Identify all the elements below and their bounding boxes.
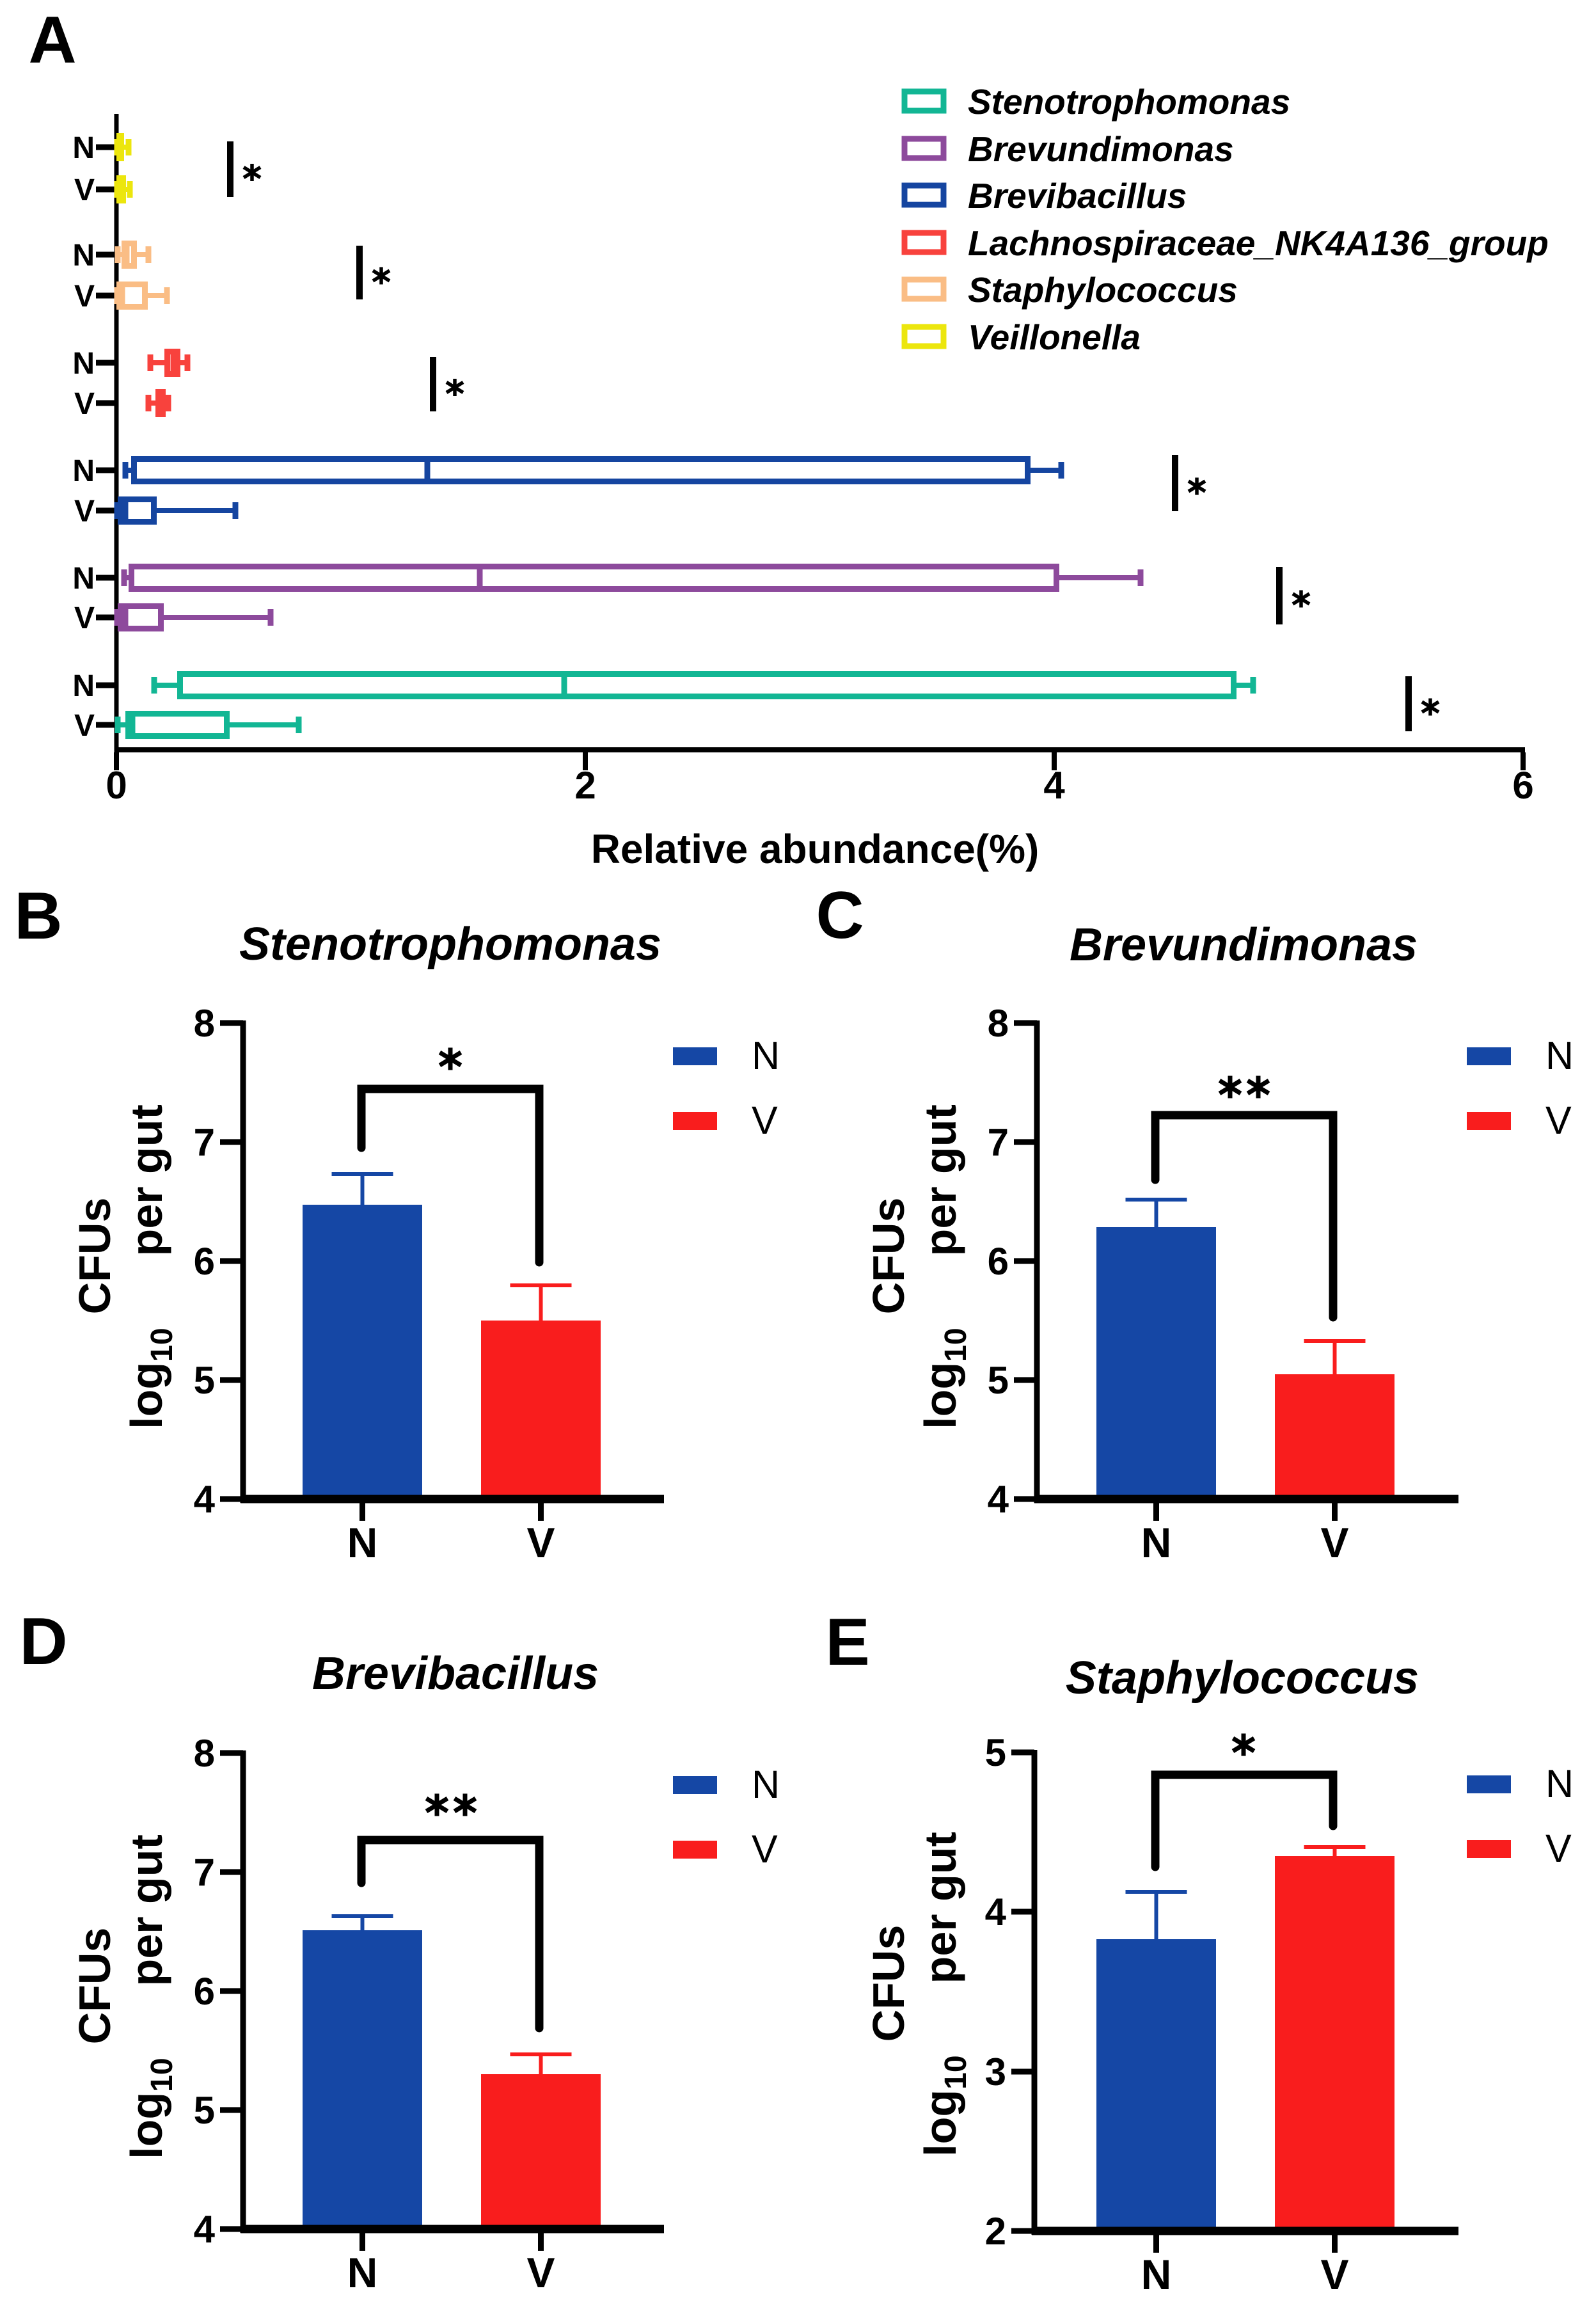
svg-text:N: N xyxy=(1141,1519,1172,1566)
svg-text:7: 7 xyxy=(988,1121,1009,1164)
svg-text:V: V xyxy=(1545,1099,1572,1142)
svg-text:8: 8 xyxy=(988,1002,1009,1045)
svg-text:V: V xyxy=(526,2249,555,2296)
svg-text:N: N xyxy=(1545,1034,1574,1077)
svg-text:5: 5 xyxy=(988,1359,1009,1402)
svg-text:B: B xyxy=(14,879,62,953)
svg-text:V: V xyxy=(1320,1519,1348,1566)
svg-text:5: 5 xyxy=(194,2089,215,2132)
svg-text:V: V xyxy=(1320,2251,1348,2298)
svg-text:V: V xyxy=(74,709,95,743)
svg-text:V: V xyxy=(74,280,95,313)
svg-text:A: A xyxy=(28,3,76,77)
svg-text:4: 4 xyxy=(194,1478,216,1521)
svg-text:2: 2 xyxy=(574,764,596,807)
svg-text:CFUs: CFUs xyxy=(70,1198,120,1315)
svg-text:Brevundimonas: Brevundimonas xyxy=(1070,919,1418,971)
svg-text:N: N xyxy=(752,1034,780,1077)
svg-text:2: 2 xyxy=(985,2210,1006,2253)
svg-text:4: 4 xyxy=(194,2208,216,2251)
svg-text:N: N xyxy=(72,562,95,596)
svg-text:Lachnospiraceae_NK4A136_group: Lachnospiraceae_NK4A136_group xyxy=(968,223,1549,263)
svg-text:N: N xyxy=(752,1763,780,1806)
svg-text:Veillonella: Veillonella xyxy=(968,317,1141,357)
svg-text:N: N xyxy=(72,454,95,488)
svg-text:C: C xyxy=(816,878,864,953)
svg-text:Staphylococcus: Staphylococcus xyxy=(1066,1653,1419,1704)
svg-text:8: 8 xyxy=(194,1002,215,1045)
svg-text:8: 8 xyxy=(194,1732,215,1775)
svg-text:N: N xyxy=(1545,1762,1574,1805)
svg-text:V: V xyxy=(74,495,95,528)
svg-text:Relative abundance(%): Relative abundance(%) xyxy=(591,826,1039,872)
svg-text:Brevibacillus: Brevibacillus xyxy=(312,1648,599,1699)
svg-text:N: N xyxy=(1141,2251,1172,2298)
svg-text:N: N xyxy=(72,239,95,273)
svg-text:Brevundimonas: Brevundimonas xyxy=(968,129,1234,169)
svg-text:V: V xyxy=(1545,1827,1572,1870)
svg-text:3: 3 xyxy=(985,2051,1006,2093)
svg-text:5: 5 xyxy=(194,1359,215,1402)
svg-text:V: V xyxy=(752,1099,778,1142)
svg-text:V: V xyxy=(752,1827,778,1871)
svg-text:4: 4 xyxy=(988,1478,1009,1521)
svg-text:Stenotrophomonas: Stenotrophomonas xyxy=(968,82,1290,122)
svg-text:6: 6 xyxy=(194,1240,215,1283)
svg-text:Stenotrophomonas: Stenotrophomonas xyxy=(239,919,661,970)
svg-text:5: 5 xyxy=(985,1731,1006,1774)
svg-text:V: V xyxy=(526,1519,555,1566)
svg-text:N: N xyxy=(72,669,95,703)
svg-text:7: 7 xyxy=(194,1851,215,1894)
svg-text:N: N xyxy=(72,131,95,165)
svg-text:0: 0 xyxy=(106,764,127,807)
svg-text:V: V xyxy=(74,387,95,421)
svg-text:4: 4 xyxy=(985,1891,1007,1933)
svg-text:E: E xyxy=(825,1605,869,1679)
svg-text:6: 6 xyxy=(988,1240,1009,1283)
svg-text:6: 6 xyxy=(194,1970,215,2013)
svg-text:V: V xyxy=(74,173,95,207)
svg-text:4: 4 xyxy=(1043,764,1065,807)
svg-text:Staphylococcus: Staphylococcus xyxy=(968,270,1238,310)
svg-text:7: 7 xyxy=(194,1121,215,1164)
svg-text:N: N xyxy=(72,347,95,381)
svg-text:D: D xyxy=(19,1605,67,1679)
svg-text:N: N xyxy=(347,2249,378,2296)
svg-text:V: V xyxy=(74,601,95,635)
svg-text:CFUs: CFUs xyxy=(864,1925,913,2042)
svg-text:CFUs: CFUs xyxy=(864,1198,913,1315)
svg-text:N: N xyxy=(347,1519,378,1566)
svg-text:Brevibacillus: Brevibacillus xyxy=(968,176,1187,216)
svg-text:CFUs: CFUs xyxy=(70,1928,120,2045)
svg-text:6: 6 xyxy=(1512,764,1533,807)
